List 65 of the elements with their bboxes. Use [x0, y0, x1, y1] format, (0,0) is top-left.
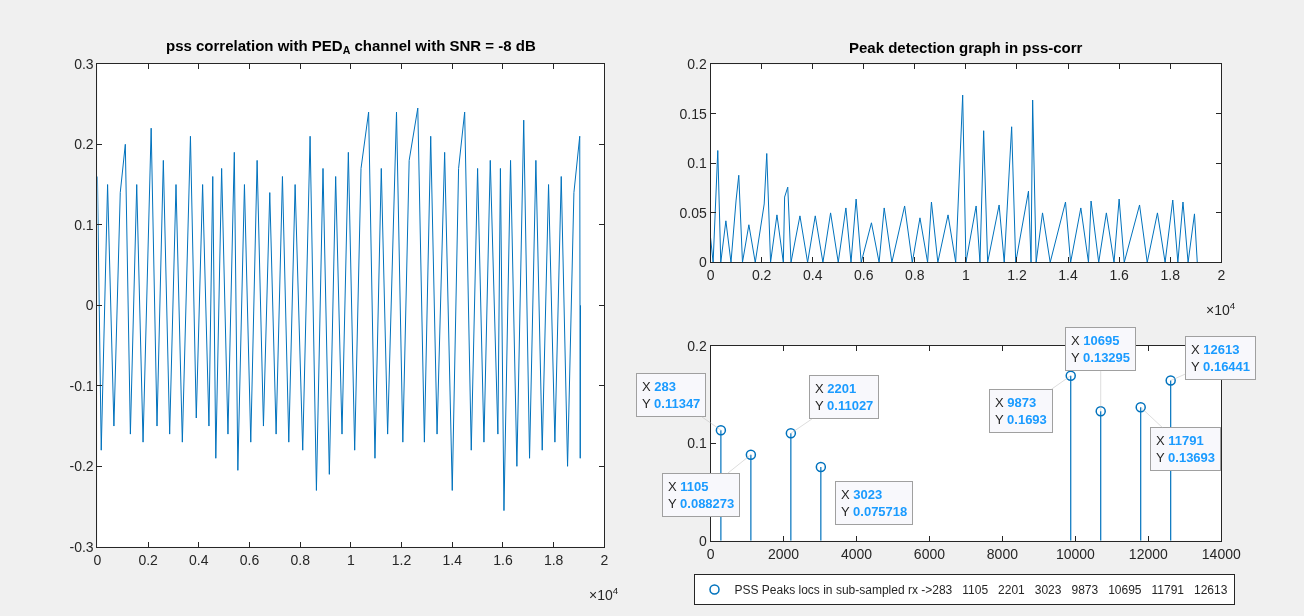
annotation: X 12613 Y 0.16441	[1191, 342, 1251, 374]
x-tick-label: 0.4	[189, 551, 209, 568]
y-tick-label: 0.2	[687, 56, 707, 73]
x-tick-label: 0.2	[751, 267, 772, 284]
annotation: X 11791 Y 0.13693	[1156, 433, 1216, 465]
x-tick-label: 6000	[913, 545, 946, 562]
x-tick-label: 0.8	[290, 551, 311, 568]
y-tick-label: 0.15	[679, 105, 707, 122]
line-series	[97, 107, 581, 512]
x-tick-label: 1	[962, 267, 971, 284]
annotation: X 283 Y 0.11347	[642, 379, 701, 411]
y-tick-label: 0.05	[679, 204, 707, 221]
x-tick-label: 0.6	[854, 267, 874, 284]
y-tick-label: 0	[85, 297, 94, 314]
y-tick-label: 0.2	[687, 337, 707, 354]
y-tick-label: -0.3	[69, 538, 94, 555]
point	[1165, 375, 1176, 386]
x-tick-label: 4000	[840, 545, 873, 562]
x-tick-label: 1.8	[543, 551, 564, 568]
x-tick-label: 2	[600, 551, 609, 568]
x-tick-label: 12000	[1128, 545, 1168, 562]
x-tick-label: 1.6	[493, 551, 513, 568]
point	[815, 461, 827, 473]
annotation: X 1105 Y 0.088273	[668, 479, 735, 511]
y-tick-label: -0.2	[69, 458, 94, 475]
x-tick-label: 1.2	[1007, 267, 1027, 284]
text: ×10$^{4}$	[589, 585, 619, 603]
legend-label: PSS Peaks locs in sub-sampled rx ->283 1105 2201 3023 9873 10695 11791 12613	[734, 583, 1228, 598]
chart-title: Peak detection graph in pss-corr	[849, 39, 1083, 56]
x-tick-label: 2000	[767, 545, 800, 562]
x-tick-label: 10000	[1055, 545, 1096, 562]
annotation: X 10695 Y 0.13295	[1071, 333, 1131, 365]
x-tick-label: 0.6	[239, 551, 260, 568]
x-tick-label: 2	[1217, 267, 1226, 284]
x-tick-label: 1.6	[1109, 267, 1130, 284]
y-tick-label: 0.2	[74, 136, 94, 153]
chart-title: pss correlation with PED$_{A}$ channel with SNR = -8 dB	[166, 37, 536, 57]
y-tick-label: 0.3	[74, 55, 94, 72]
y-tick-label: -0.1	[69, 377, 94, 394]
x-tick-label: 0.2	[138, 551, 159, 568]
point	[1095, 405, 1106, 417]
point	[1065, 370, 1076, 381]
x-tick-label: 1	[346, 551, 355, 568]
x-tick-label: 1.2	[391, 551, 412, 568]
y-tick-label: 0.1	[687, 155, 707, 172]
point	[785, 428, 797, 439]
x-tick-label: 14000	[1201, 545, 1241, 562]
y-tick-label: 0.1	[687, 435, 707, 452]
annotation: X 3023 Y 0.075718	[841, 487, 908, 519]
x-tick-label: 1.4	[442, 551, 463, 568]
x-tick-label: 0.8	[905, 267, 925, 284]
text: ×10$^{4}$	[1206, 300, 1236, 318]
annotation: X 2201 Y 0.11027	[815, 381, 874, 413]
x-tick-label: 0.4	[802, 267, 823, 284]
point	[1135, 402, 1146, 413]
x-tick-label: 8000	[986, 545, 1019, 562]
y-tick-label: 0	[698, 254, 707, 271]
y-tick-label: 0.1	[74, 216, 94, 233]
point	[745, 449, 757, 460]
y-tick-label: 0	[698, 532, 707, 549]
point	[715, 424, 727, 436]
x-tick-label: 1.4	[1058, 267, 1078, 284]
x-tick-label: 1.8	[1160, 267, 1181, 284]
annotation: X 9873 Y 0.1693	[995, 395, 1047, 427]
line-series	[710, 94, 1198, 263]
